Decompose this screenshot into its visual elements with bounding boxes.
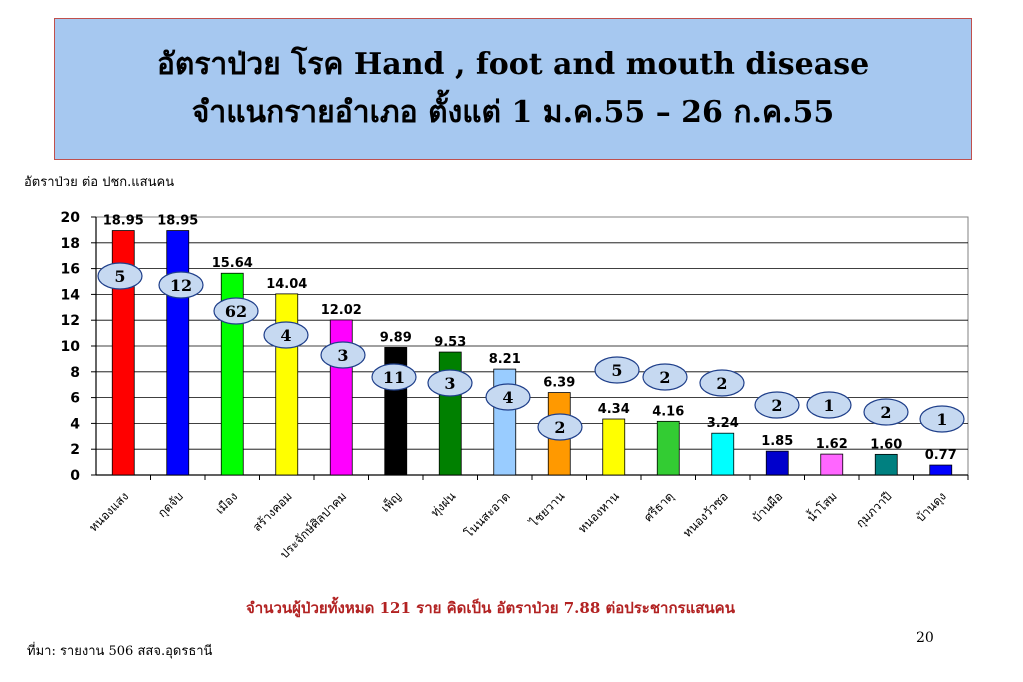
case-count-label: 2: [771, 396, 782, 415]
case-count-bubble: [863, 398, 909, 426]
x-tick-label: หนองวัวซอ: [680, 489, 731, 540]
case-count-bubble: [594, 356, 640, 384]
data-label: 0.77: [925, 448, 957, 463]
y-tick-label: 20: [61, 210, 81, 226]
x-tick-label: น้ำโสม: [803, 488, 840, 525]
case-count-label: 4: [502, 388, 513, 407]
case-count-bubble: [537, 413, 583, 441]
bar: [602, 418, 626, 476]
x-tick-label: กุมภวาปี: [853, 489, 895, 531]
x-tick-label: บ้านดุง: [913, 489, 949, 525]
case-count-label: 11: [383, 368, 405, 387]
case-count-bubble: [642, 363, 688, 391]
x-tick-label: หนองหาน: [575, 489, 622, 536]
data-label: 1.62: [816, 437, 848, 452]
x-tick-label: ศรีธาตุ: [641, 489, 677, 525]
bar: [711, 432, 735, 476]
data-label: 6.39: [543, 376, 575, 391]
y-tick-label: 16: [61, 262, 80, 278]
y-tick-label: 8: [70, 365, 80, 381]
title-banner: อัตราป่วย โรค Hand , foot and mouth dise…: [54, 18, 972, 160]
bar: [874, 453, 898, 476]
x-tick-label: กุดจับ: [155, 489, 187, 521]
case-count-label: 5: [114, 267, 125, 286]
data-label: 4.34: [598, 402, 630, 417]
page-number: 20: [916, 630, 934, 646]
bar: [275, 293, 299, 476]
case-count-bubble: [320, 341, 366, 369]
y-tick-label: 18: [61, 236, 80, 252]
x-tick-label: บ้านผือ: [749, 489, 785, 525]
chart-title-line-1: อัตราป่วย โรค Hand , foot and mouth dise…: [156, 47, 870, 82]
x-tick-label: สร้างคอม: [250, 489, 295, 534]
data-label: 18.95: [157, 214, 198, 229]
y-tick-label: 12: [61, 313, 80, 329]
bar: [656, 420, 680, 476]
data-label: 14.04: [266, 277, 307, 292]
data-label: 9.89: [380, 330, 412, 345]
case-count-label: 62: [225, 302, 247, 321]
x-tick-label: โนนสะอาด: [462, 489, 513, 540]
case-count-bubble: [213, 297, 259, 325]
bar: [765, 450, 789, 476]
y-tick-label: 4: [70, 416, 80, 432]
x-tick-label: ไชยวาน: [526, 489, 567, 530]
data-label: 15.64: [212, 256, 253, 271]
data-label: 4.16: [652, 404, 684, 419]
case-count-label: 1: [823, 396, 834, 415]
bar: [166, 230, 190, 476]
data-label: 18.95: [103, 214, 144, 229]
summary-text: จำนวนผู้ป่วยทั้งหมด 121 ราย คิดเป็น อัตร…: [246, 599, 735, 617]
chart-title-line-2: จำแนกรายอำเภอ ตั้งแต่ 1 ม.ค.55 – 26 ก.ค.…: [191, 95, 835, 130]
case-count-bubble: [263, 321, 309, 349]
x-tick-label: เมือง: [213, 489, 241, 517]
x-tick-label: เพ็ญ: [378, 489, 404, 515]
case-count-label: 2: [716, 374, 727, 393]
data-label: 1.60: [870, 437, 902, 452]
source-note: ที่มา: รายงาน 506 สสจ.อุดรธานี: [27, 644, 213, 659]
x-tick-label: หนองแสง: [86, 489, 131, 534]
y-tick-label: 14: [61, 287, 81, 303]
case-count-bubble: [806, 391, 852, 419]
bar: [929, 464, 953, 476]
y-tick-label: 10: [61, 339, 81, 355]
data-label: 1.85: [761, 434, 793, 449]
case-count-label: 12: [170, 276, 192, 295]
case-count-label: 2: [659, 368, 670, 387]
case-count-bubble: [485, 383, 531, 411]
data-label: 9.53: [434, 335, 466, 350]
y-axis-label: อัตราป่วย ต่อ ปชก.แสนคน: [24, 175, 175, 190]
bar: [820, 453, 844, 476]
y-tick-label: 6: [70, 391, 80, 407]
case-count-label: 5: [611, 361, 622, 380]
data-label: 12.02: [321, 303, 362, 318]
case-count-label: 1: [936, 410, 947, 429]
data-label: 3.24: [707, 416, 739, 431]
data-label: 8.21: [489, 352, 521, 367]
y-tick-label: 0: [70, 468, 80, 484]
case-count-label: 2: [880, 403, 891, 422]
case-count-bubble: [371, 363, 417, 391]
y-tick-label: 2: [70, 442, 80, 458]
case-count-bubble: [97, 262, 143, 290]
bar: [111, 230, 135, 476]
case-count-label: 2: [554, 418, 565, 437]
case-count-bubble: [919, 405, 965, 433]
case-count-label: 4: [280, 326, 291, 345]
case-count-label: 3: [337, 346, 348, 365]
case-count-bubble: [754, 391, 800, 419]
case-count-label: 3: [444, 374, 455, 393]
case-count-bubble: [699, 369, 745, 397]
case-count-bubble: [427, 369, 473, 397]
case-count-bubble: [158, 271, 204, 299]
x-tick-label: ทุ่งฝน: [428, 489, 459, 520]
